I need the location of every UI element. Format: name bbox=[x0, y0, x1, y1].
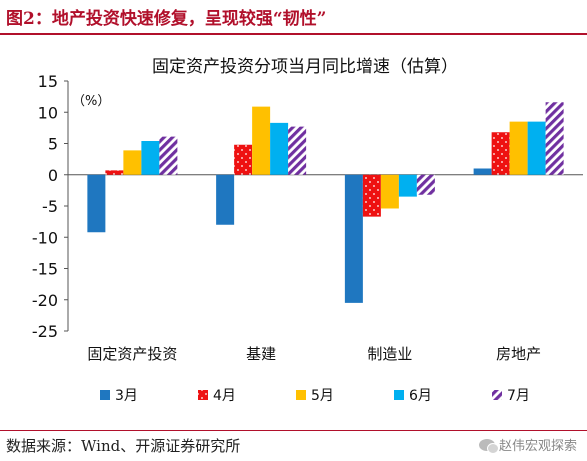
source-rule bbox=[0, 430, 587, 431]
wechat-icon bbox=[478, 438, 499, 454]
legend-label-5月: 5月 bbox=[311, 388, 334, 404]
legend-swatch-7月 bbox=[492, 390, 502, 400]
bar-4月-房地产 bbox=[491, 132, 510, 175]
bar-4月-制造业 bbox=[362, 174, 381, 217]
y-tick-label: 10 bbox=[38, 103, 58, 122]
watermark: 赵伟宏观探索 bbox=[478, 435, 577, 454]
title-rule bbox=[0, 33, 587, 35]
legend-label-6月: 6月 bbox=[409, 388, 432, 404]
bar-3月-基建 bbox=[216, 174, 235, 225]
y-tick-label: 0 bbox=[48, 166, 58, 185]
bar-6月-制造业 bbox=[398, 174, 417, 197]
bar-4月-固定资产投资 bbox=[105, 170, 124, 175]
bar-3月-制造业 bbox=[344, 174, 363, 303]
bar-7月-基建 bbox=[288, 126, 307, 175]
x-category-label: 房地产 bbox=[496, 345, 541, 363]
source-note: 数据来源：Wind、开源证券研究所 bbox=[6, 437, 241, 455]
watermark-text: 赵伟宏观探索 bbox=[498, 439, 577, 454]
bar-6月-固定资产投资 bbox=[141, 141, 160, 175]
legend-label-4月: 4月 bbox=[213, 388, 236, 404]
y-unit-label: （%） bbox=[72, 94, 110, 109]
x-category-label: 固定资产投资 bbox=[87, 345, 177, 363]
x-category-label: 制造业 bbox=[367, 345, 412, 363]
legend-swatch-4月 bbox=[198, 390, 208, 400]
bar-6月-基建 bbox=[270, 122, 289, 175]
y-tick-label: -10 bbox=[32, 228, 58, 247]
bar-7月-房地产 bbox=[545, 102, 564, 175]
bar-5月-房地产 bbox=[509, 121, 528, 175]
bar-4月-基建 bbox=[234, 144, 253, 175]
chart-title: 固定资产投资分项当月同比增速（估算） bbox=[152, 57, 458, 77]
legend-label-7月: 7月 bbox=[507, 388, 530, 404]
y-tick-label: -25 bbox=[32, 322, 58, 341]
bar-7月-制造业 bbox=[416, 174, 435, 195]
bar-5月-制造业 bbox=[380, 174, 399, 209]
legend-swatch-6月 bbox=[394, 390, 404, 400]
legend-swatch-3月 bbox=[100, 390, 110, 400]
figure-title: 图2：地产投资快速修复，呈现较强“韧性” bbox=[6, 9, 327, 29]
legend-swatch-5月 bbox=[296, 390, 306, 400]
bar-5月-固定资产投资 bbox=[123, 150, 142, 175]
y-tick-label: -5 bbox=[42, 197, 58, 216]
y-tick-label: 5 bbox=[48, 135, 58, 154]
bar-3月-固定资产投资 bbox=[87, 174, 106, 233]
legend-label-3月: 3月 bbox=[115, 388, 138, 404]
bar-7月-固定资产投资 bbox=[159, 136, 178, 175]
y-tick-label: -20 bbox=[32, 291, 58, 310]
x-category-label: 基建 bbox=[246, 345, 276, 363]
y-tick-label: 15 bbox=[38, 72, 58, 91]
y-tick-label: -15 bbox=[32, 260, 58, 279]
bar-3月-房地产 bbox=[473, 168, 492, 175]
bar-6月-房地产 bbox=[527, 121, 546, 175]
bar-5月-基建 bbox=[252, 106, 271, 175]
bar-chart: 固定资产投资分项当月同比增速（估算） 15 10 5 0 -5 -10 -15 -20 -25 （… bbox=[32, 57, 583, 404]
